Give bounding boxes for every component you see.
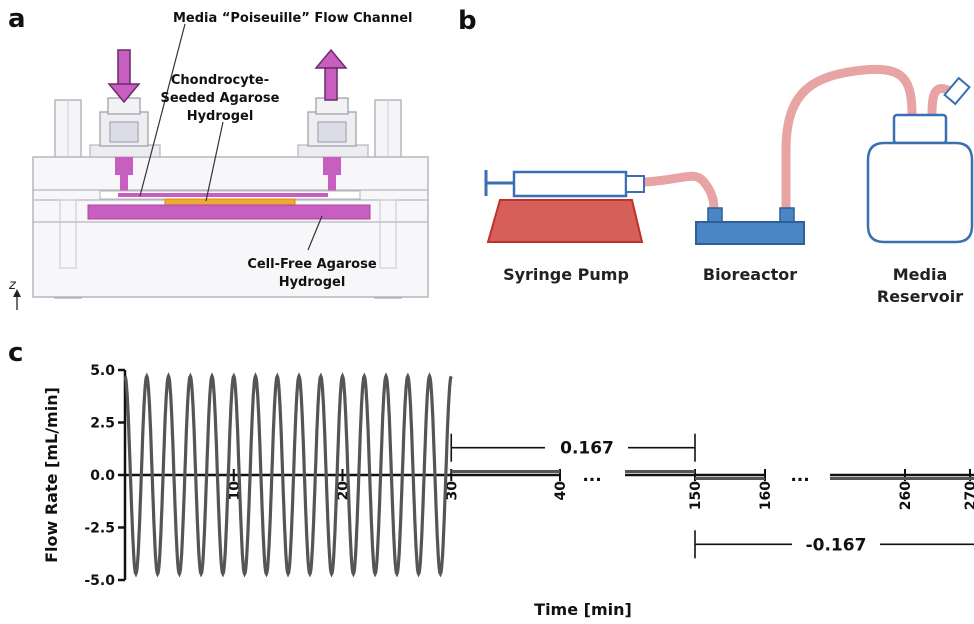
y-tick-label: -2.5: [84, 521, 115, 537]
syringe-pump-label: Syringe Pump: [503, 265, 629, 284]
inflow-arrow: [107, 49, 141, 104]
annotation-negative: -0.167: [806, 535, 867, 555]
tube-pump-bioreactor: [639, 171, 719, 215]
y-tick-label: -5.0: [84, 573, 115, 589]
cell-free-hydrogel: [87, 204, 371, 220]
x-axis-title: Time [min]: [534, 600, 632, 619]
y-tick-label: 2.5: [90, 416, 115, 432]
media-reservoir-label: Media Reservoir: [876, 265, 964, 306]
annotation-positive: 0.167: [560, 439, 614, 459]
media-reservoir: [866, 76, 974, 244]
x-tick-label: 160: [758, 481, 774, 510]
y-tick-label: 5.0: [90, 363, 115, 379]
y-tick-label: 0.0: [90, 468, 115, 484]
panel-b-letter: b: [458, 6, 477, 36]
cell-free-label: Cell-Free Agarose Hydrogel: [247, 257, 377, 290]
flow-channel-label: Media “Poiseuille” Flow Channel: [173, 11, 413, 26]
housing-body: [32, 156, 429, 298]
x-tick-label: 30: [444, 481, 460, 501]
chondrocyte-seeded-hydrogel: [164, 198, 296, 206]
axis-break-1: ...: [582, 466, 601, 486]
bioreactor-cross-section: z y: [8, 23, 429, 310]
flow-rate-chart: 5.0 2.5 0.0 -2.5 -5.0 Flow Rate [mL/min] Time …: [42, 363, 974, 619]
panel-c-letter: c: [8, 338, 24, 368]
panel-a-letter: a: [8, 4, 26, 34]
chondrocyte-label: Chondrocyte- Seeded Agarose Hydrogel: [160, 73, 280, 124]
bioreactor-block: [695, 207, 805, 245]
outlet-fitting: [297, 97, 369, 193]
x-tick-label: 150: [688, 481, 704, 510]
syringe: [484, 170, 645, 198]
perfusion-setup-schematic: [484, 64, 974, 245]
outflow-arrow: [314, 48, 348, 101]
bioreactor-label: Bioreactor: [702, 265, 798, 284]
syringe-pump-base: [486, 199, 644, 243]
inlet-fitting: [89, 97, 161, 193]
axis-break-2: ...: [790, 466, 809, 486]
axes-indicator: [13, 289, 21, 310]
x-tick-label: 260: [898, 481, 914, 510]
x-tick-label: 270: [963, 481, 974, 510]
oscillatory-trace: [123, 372, 453, 578]
axis-z-label: z: [8, 278, 17, 293]
tube-bioreactor-reservoir: [781, 64, 917, 215]
y-axis-title: Flow Rate [mL/min]: [42, 387, 61, 563]
x-tick-label: 40: [553, 481, 569, 501]
